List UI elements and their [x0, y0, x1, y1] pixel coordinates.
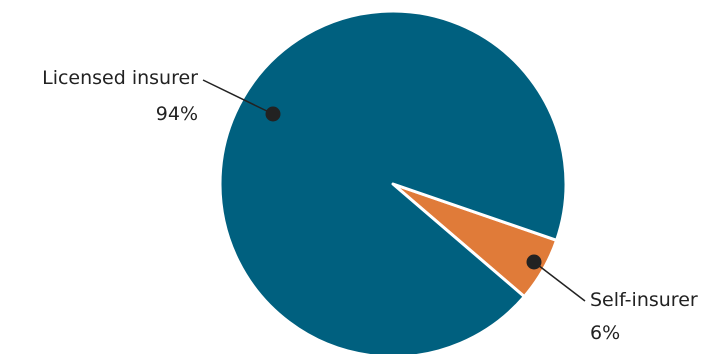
slice-value-self-insurer: 6%: [590, 322, 620, 344]
marker-dot-licensed-insurer: [265, 106, 281, 122]
pie-annotations: Licensed insurer 94% Self-insurer 6%: [42, 67, 698, 344]
pie-slice-licensed-insurer: [218, 9, 568, 354]
leader-line-self-insurer: [533, 261, 586, 302]
leader-line-licensed-insurer: [202, 79, 274, 115]
slice-label-licensed-insurer: Licensed insurer: [42, 67, 198, 89]
slice-value-licensed-insurer: 94%: [156, 103, 198, 125]
slice-label-self-insurer: Self-insurer: [590, 289, 698, 311]
pie-slices: [218, 9, 568, 354]
marker-dot-self-insurer: [526, 254, 542, 270]
